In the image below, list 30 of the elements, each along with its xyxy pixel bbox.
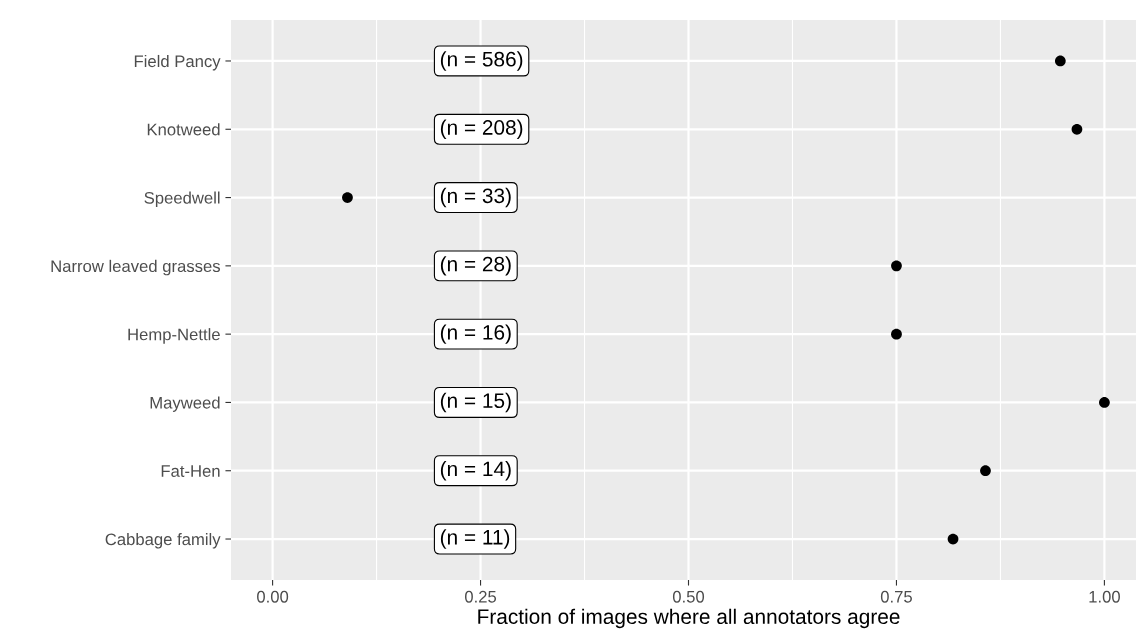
point [1099,397,1110,408]
y-tick-label: Fat-Hen [161,465,220,477]
x-tick-label: 0.00 [257,590,289,603]
point [891,328,902,340]
y-tick-label: Field Pancy [134,54,221,71]
point [980,465,991,477]
x-tick-label: 0.25 [464,590,497,603]
y-tick-label: Cabbage family [105,532,221,549]
annotation: (n = 586) [440,51,523,71]
point [891,260,902,272]
point [1054,55,1066,67]
annotation: (n = 16) [440,324,511,344]
point [342,192,353,203]
point [947,533,959,545]
y-tick-label: Hemp-Nettle [128,328,220,344]
annotation: (n = 208) [440,119,523,139]
x-axis-title: Fraction of images where all annotators agree [478,608,900,629]
annotation: (n = 33) [440,187,511,208]
annotation: (n = 11) [440,529,510,549]
y-tick-label: Knotweed [147,123,220,136]
x-tick-label: 0.50 [672,590,705,603]
x-tick-label: 1.00 [1089,590,1120,603]
y-tick-label: Narrow leaved grasses [51,259,220,276]
point [1071,123,1083,135]
y-tick-label: Speedwell [144,191,220,208]
y-tick-label: Mayweed [150,396,220,412]
x-tick-label: 0.75 [880,590,912,603]
annotation: (n = 28) [440,256,511,276]
annotation: (n = 14) [440,461,511,481]
annotation: (n = 15) [440,392,511,413]
